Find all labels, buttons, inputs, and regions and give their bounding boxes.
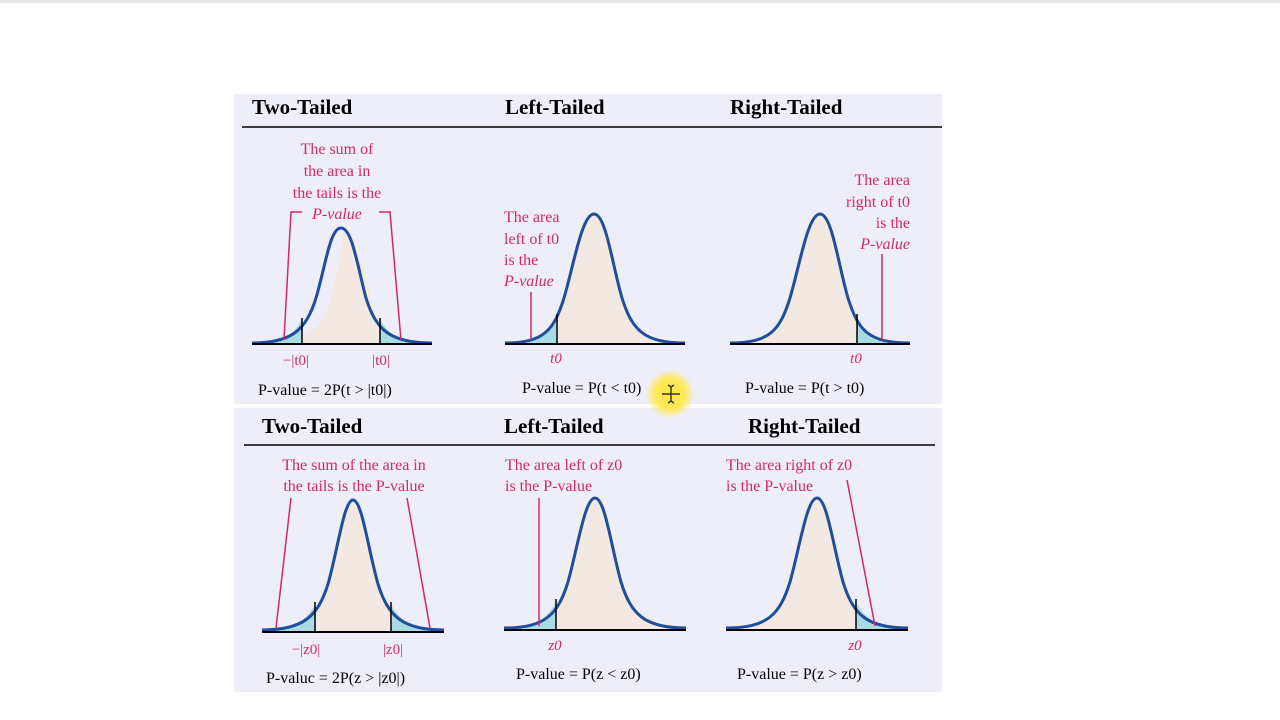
top-two-body-area <box>252 227 432 344</box>
bottom-two-left-pointer <box>275 497 292 629</box>
top-left-annot-line1: The area <box>504 209 560 226</box>
top-left-tail <box>505 318 557 344</box>
bottom-right-body-area <box>726 498 908 629</box>
top-right-body-area <box>730 214 910 344</box>
top-left-annot-line3: is the <box>504 252 538 269</box>
text-cursor-icon <box>662 384 680 404</box>
bottom-two-right-tail <box>391 604 444 632</box>
bottom-two-formula: P-valuc = 2P(z > |z0|) <box>266 670 405 687</box>
top-right-annot-line2: right of t0 <box>846 194 910 211</box>
top-right-tail <box>857 318 910 344</box>
top-left-tailed-graph: The area left of t0 is the P-value t0 P-… <box>503 209 686 397</box>
bottom-right-annot-line2: is the P-value <box>726 478 813 495</box>
top-right-annot-line4: P-value <box>859 236 910 253</box>
bottom-right-formula: P-value = P(z > z0) <box>737 666 862 683</box>
top-two-annot-line3: the tails is the <box>293 185 381 202</box>
top-two-curve <box>251 226 433 345</box>
top-right-annot-line1: The area <box>854 172 910 189</box>
bottom-right-tailed-graph: The area right of z0 is the P-value z0 P… <box>725 457 909 683</box>
bottom-header-two-tailed: Two-Tailed <box>262 414 363 438</box>
top-right-formula: P-value = P(t > t0) <box>745 380 864 397</box>
top-two-tailed-graph: The sum of the area in the tails is the … <box>251 141 433 399</box>
bottom-left-tick: z0 <box>547 638 562 654</box>
bottom-two-left-tail <box>262 604 315 632</box>
top-two-formula: P-value = 2P(t > |t0|) <box>258 382 392 399</box>
top-right-tailed-graph: The area right of t0 is the P-value t0 P… <box>729 172 911 397</box>
bottom-left-curve <box>503 496 687 630</box>
top-left-annot-line4: P-value <box>503 273 554 290</box>
top-header-two-tailed: Two-Tailed <box>252 95 353 119</box>
top-left-formula: P-value = P(t < t0) <box>522 380 641 397</box>
top-two-right-pointer <box>379 211 402 341</box>
bottom-right-tick: z0 <box>847 638 862 654</box>
bottom-right-annot-line1: The area right of z0 <box>726 457 852 474</box>
top-two-annot-line1: The sum of <box>301 141 375 158</box>
browser-top-border <box>0 0 1280 3</box>
bottom-two-tailed-graph: The sum of the area in the tails is the … <box>261 457 445 687</box>
bottom-two-body-area <box>262 500 444 631</box>
p-value-diagram: Two-Tailed Left-Tailed Right-Tailed The … <box>242 95 942 687</box>
top-two-tick-right: |t0| <box>372 353 390 369</box>
top-right-tick: t0 <box>850 351 862 367</box>
bottom-left-annot-line1: The area left of z0 <box>505 457 622 474</box>
bottom-left-formula: P-value = P(z < z0) <box>516 666 641 683</box>
top-two-annot-line4: P-value <box>311 206 362 223</box>
bottom-two-annot-line2: the tails is the P-value <box>283 478 424 495</box>
top-left-body-area <box>505 214 685 344</box>
top-two-tick-left: −|t0| <box>283 353 309 369</box>
bottom-left-tailed-graph: The area left of z0 is the P-value z0 P-… <box>503 457 687 683</box>
bottom-left-tail <box>504 602 556 630</box>
top-left-curve <box>504 212 686 345</box>
bottom-right-tail <box>856 602 908 630</box>
top-left-tick: t0 <box>550 351 562 367</box>
bottom-two-tick-left: −|z0| <box>292 642 321 658</box>
p-value-figure: Two-Tailed Left-Tailed Right-Tailed The … <box>234 94 942 692</box>
bottom-two-right-pointer <box>406 497 431 629</box>
bottom-left-annot-line2: is the P-value <box>505 478 592 495</box>
top-header-right-tailed: Right-Tailed <box>730 95 843 119</box>
bottom-two-tick-right: |z0| <box>383 642 403 658</box>
top-right-annot-line3: is the <box>876 215 910 232</box>
bottom-two-annot-line1: The sum of the area in <box>282 457 426 474</box>
top-header-left-tailed: Left-Tailed <box>505 95 605 119</box>
top-two-annot-line2: the area in <box>304 163 371 180</box>
top-right-curve <box>729 212 911 345</box>
bottom-right-pointer <box>846 479 876 627</box>
bottom-right-curve <box>725 496 909 630</box>
bottom-left-body-area <box>504 498 686 629</box>
bottom-two-curve <box>261 498 445 632</box>
bottom-header-right-tailed: Right-Tailed <box>748 414 861 438</box>
top-left-annot-line2: left of t0 <box>504 231 559 248</box>
top-two-left-pointer <box>283 211 302 341</box>
bottom-header-left-tailed: Left-Tailed <box>504 414 604 438</box>
